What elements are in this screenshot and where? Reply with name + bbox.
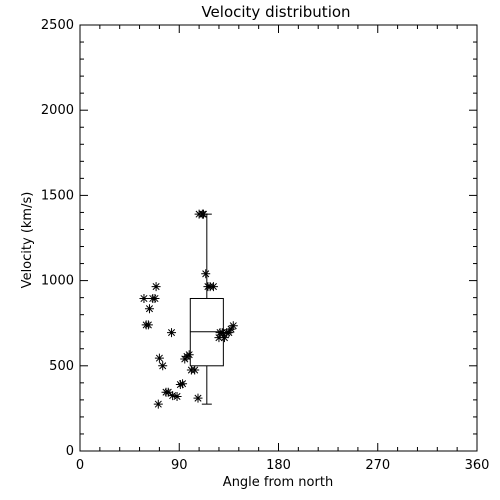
data-point (184, 350, 194, 360)
data-point (214, 333, 224, 343)
x-tick-label: 90 (171, 458, 188, 473)
data-point (150, 293, 160, 303)
data-point (172, 391, 182, 401)
y-tick-label: 2000 (41, 103, 74, 118)
data-point (153, 399, 163, 409)
y-tick-label: 1500 (41, 188, 74, 203)
data-point (219, 333, 229, 343)
data-point (178, 379, 188, 389)
plot-area (79, 24, 478, 452)
x-tick-label: 180 (266, 458, 291, 473)
data-points (139, 209, 238, 409)
axis-ticks: 0 500 1000 1500 2000 2500 0 90 180 270 360 (41, 18, 490, 473)
data-point (154, 353, 164, 363)
data-point (143, 320, 153, 330)
y-tick-label: 500 (49, 359, 74, 374)
data-point (163, 387, 173, 397)
data-point (226, 324, 236, 334)
chart-title: Velocity distribution (201, 3, 350, 21)
x-tick-label: 360 (465, 458, 490, 473)
data-point (224, 328, 234, 338)
y-tick-label: 2500 (41, 18, 74, 33)
y-tick-label: 0 (66, 444, 74, 459)
x-tick-label: 270 (365, 458, 390, 473)
y-tick-label: 1000 (41, 274, 74, 289)
data-point (144, 304, 154, 314)
boxplot (189, 213, 224, 405)
data-point (199, 209, 209, 219)
data-point (201, 269, 211, 279)
data-point (158, 361, 168, 371)
y-axis-label: Velocity (km/s) (20, 192, 35, 289)
data-point (151, 282, 161, 292)
x-tick-label: 0 (76, 458, 84, 473)
data-point (193, 393, 203, 403)
data-point (139, 293, 149, 303)
data-point (168, 391, 178, 401)
data-point (190, 365, 200, 375)
x-axis-label: Angle from north (223, 475, 333, 490)
data-point (208, 282, 218, 292)
data-point (167, 328, 177, 338)
data-point (228, 321, 238, 331)
data-point (175, 380, 185, 390)
